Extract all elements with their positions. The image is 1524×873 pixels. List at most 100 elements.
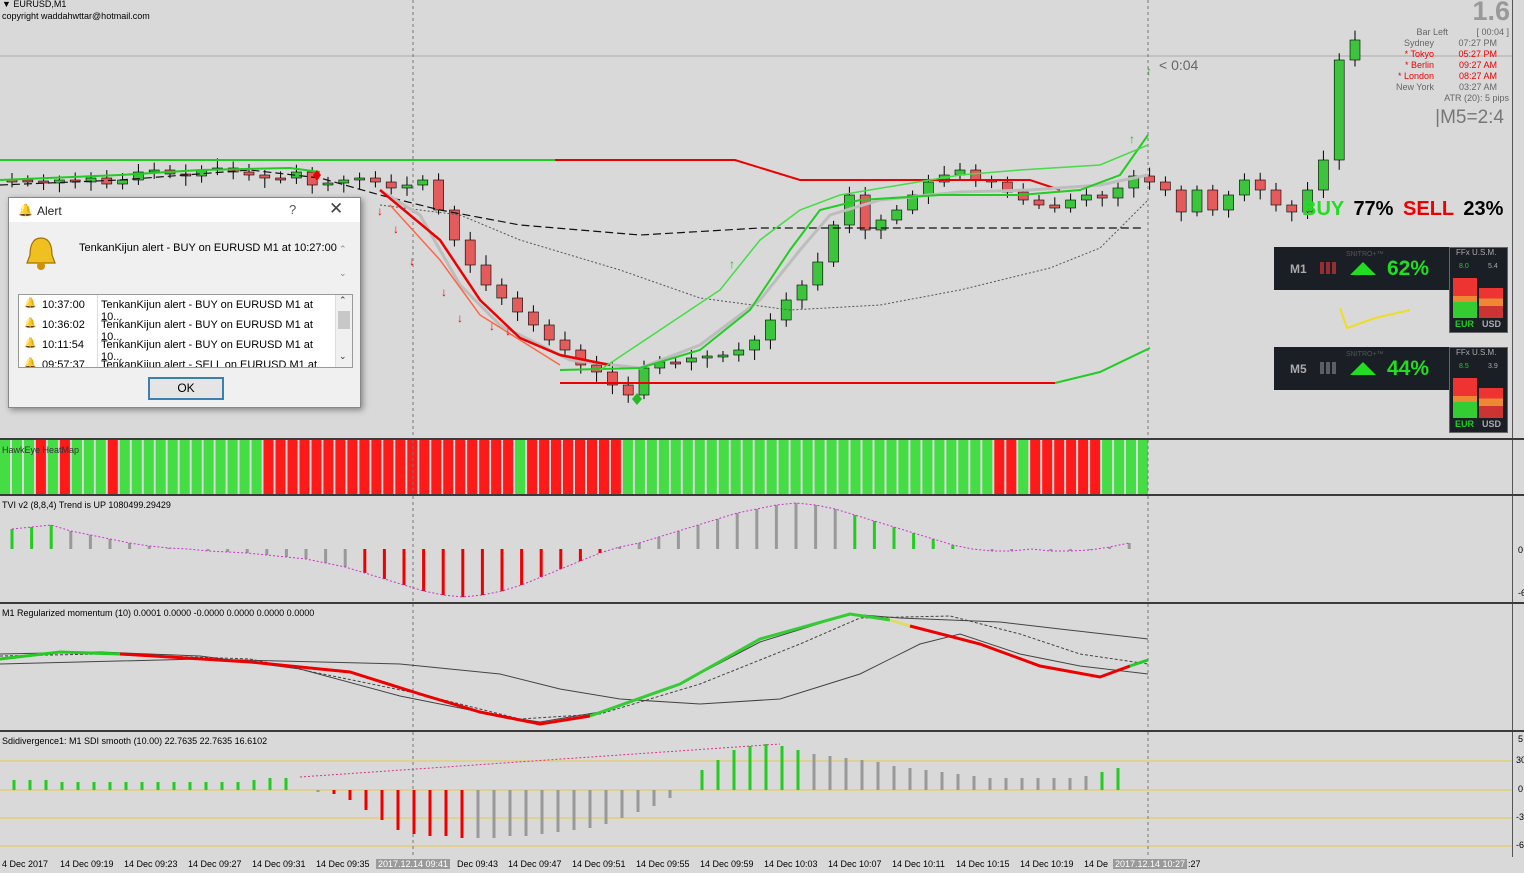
pane-separator[interactable] — [0, 438, 1524, 440]
heatmap-bar — [694, 440, 705, 494]
heatmap-bar — [563, 440, 573, 494]
time-tick: 2017.12.14 09:41 — [376, 859, 451, 869]
list-item[interactable]: 🔔 10:37:00 TenkanKijun alert - BUY on EU… — [19, 295, 335, 323]
sell-arrow-icon: ↓ — [457, 311, 463, 325]
candle-body — [1096, 194, 1108, 199]
session-name: * Berlin — [1404, 60, 1434, 70]
pane-separator[interactable] — [0, 602, 1524, 604]
tvi-axis[interactable]: 0 -6 — [1512, 496, 1524, 602]
message-scroll-up[interactable]: ⌃ — [339, 244, 347, 254]
price-axis[interactable] — [1512, 0, 1524, 438]
main-chart-pane[interactable]: ↓ ↓ ↓ ↓ ↓ ↓ ↓ ↑ ↑ ↑ ▼ EURUSD,M1 copyright waddahw… — [0, 0, 1512, 438]
alert-history-list[interactable]: 🔔 10:37:00 TenkanKijun alert - BUY on EU… — [18, 294, 353, 368]
heatmap-pane[interactable]: HawkEye HeatMap — [0, 440, 1512, 494]
candle-body — [449, 209, 460, 241]
heatmap-bar — [886, 440, 897, 494]
list-item[interactable]: 🔔 10:11:54 TenkanKijun alert - BUY on EU… — [19, 335, 335, 363]
tenkan-line — [559, 134, 1149, 371]
heatmap-axis[interactable] — [1512, 440, 1524, 494]
heatmap-bar — [371, 440, 382, 494]
time-tick: 14 Dec 09:55 — [636, 859, 690, 869]
list-item[interactable]: 🔔 10:36:02 TenkanKijun alert - BUY on EU… — [19, 315, 335, 343]
time-axis[interactable]: 4 Dec 2017 14 Dec 09:19 14 Dec 09:23 14 Dec… — [0, 857, 1524, 873]
message-scroll-down[interactable]: ⌄ — [339, 268, 347, 278]
time-tick: 14 Dec 09:19 — [60, 859, 114, 869]
sdi-pane[interactable]: Sdidivergence1: M1 SDI smooth (10.00) 22… — [0, 732, 1512, 857]
heatmap-bar — [1006, 440, 1017, 494]
scroll-thumb[interactable] — [338, 311, 350, 329]
close-button[interactable]: ✕ — [329, 199, 344, 218]
heatmap-bar — [1042, 440, 1053, 494]
atr-label: ATR (20): 5 pips — [1444, 93, 1509, 103]
right-value: 3.9 — [1488, 363, 1498, 370]
sdi-axis[interactable]: 5 30 0 -3 -6 — [1512, 732, 1524, 857]
heatmap-bar — [958, 440, 969, 494]
candle-body — [401, 184, 413, 189]
buy-arrow-icon: ↑ — [1129, 132, 1135, 146]
chevron-up-icon[interactable]: ⌃ — [339, 295, 347, 305]
ok-button[interactable]: OK — [148, 377, 224, 400]
candle-body — [480, 264, 492, 286]
heatmap-bar — [754, 440, 765, 494]
candle-body — [1033, 199, 1045, 206]
session-time: 08:27 AM — [1458, 71, 1497, 81]
heatmap-bar — [778, 440, 789, 494]
heatmap-bar — [658, 440, 669, 494]
heatmap-bar — [443, 440, 454, 494]
heatmap-bar — [610, 440, 621, 494]
heatmap-bar — [311, 440, 322, 494]
tvi-pane[interactable]: TVI v2 (8,8,4) Trend is UP 1080499.29429 — [0, 496, 1512, 602]
candle-body — [875, 219, 887, 231]
momentum-signal — [0, 633, 1149, 705]
candle-body — [970, 169, 982, 181]
candle-body — [528, 311, 539, 326]
heatmap-bar — [323, 440, 334, 494]
bell-icon: 🔔 — [18, 203, 33, 217]
time-tick: 14 Dec 09:31 — [252, 859, 306, 869]
diamond-icon — [313, 170, 321, 181]
pane-separator[interactable] — [0, 730, 1524, 732]
countdown-label: < 0:04 — [1159, 57, 1199, 73]
gauge-title: FFx U.S.M. — [1456, 248, 1497, 257]
alert-dialog[interactable]: 🔔 Alert ? ✕ TenkanKijun alert - BUY on E… — [8, 197, 361, 408]
candle-body — [1144, 175, 1155, 183]
candle-body — [1349, 39, 1361, 61]
heatmap-bar — [790, 440, 801, 494]
help-button[interactable]: ? — [289, 202, 297, 217]
sell-arrow-icon: ↓ — [441, 285, 447, 299]
usd-bar — [1479, 388, 1503, 418]
m5-currency-gauge: FFx U.S.M. 8.5 3.9 EUR USD — [1449, 347, 1508, 433]
buy-sell-readout: BUY 77% SELL 23% — [1302, 198, 1503, 221]
candle-body — [1049, 204, 1061, 209]
heatmap-bar — [263, 440, 274, 494]
time-tick: 4 Dec 2017 — [2, 859, 49, 869]
axis-tick: 30 — [1516, 755, 1524, 765]
session-time: 05:27 PM — [1458, 49, 1497, 59]
heatmap-bar — [107, 440, 118, 494]
chevron-down-icon[interactable]: ⌄ — [339, 351, 347, 361]
momentum-axis[interactable] — [1512, 604, 1524, 730]
heatmap-bar — [395, 440, 406, 494]
momentum-band — [0, 615, 1149, 720]
candle-body — [1239, 179, 1250, 196]
momentum-pane[interactable]: M1 Regularized momentum (10) 0.0001 0.00… — [0, 604, 1512, 730]
heatmap-bar — [874, 440, 885, 494]
dashed-line — [0, 169, 1143, 236]
heatmap-bar — [491, 440, 502, 494]
heatmap-bar — [575, 440, 585, 494]
moving-average — [379, 173, 1149, 370]
dropdown-triangle-icon[interactable]: ▼ — [2, 0, 14, 9]
buy-arrow-icon: ↑ — [729, 257, 735, 271]
m1-label: M1 — [1290, 262, 1307, 276]
candle-body — [1112, 187, 1124, 199]
dialog-titlebar[interactable]: 🔔 Alert ? ✕ — [9, 198, 360, 222]
heatmap-label: HawkEye HeatMap — [2, 445, 80, 455]
list-item[interactable]: 🔔 09:57:37 TenkanKijun alert - SELL on E… — [19, 355, 335, 367]
heatmap-bar — [359, 440, 370, 494]
pane-separator[interactable] — [0, 494, 1524, 496]
eur-bar — [1453, 378, 1477, 418]
heatmap-bar — [599, 440, 609, 494]
candle-body — [354, 177, 365, 181]
list-scrollbar[interactable]: ⌃ ⌄ — [335, 295, 352, 367]
heatmap-bar — [95, 440, 106, 494]
